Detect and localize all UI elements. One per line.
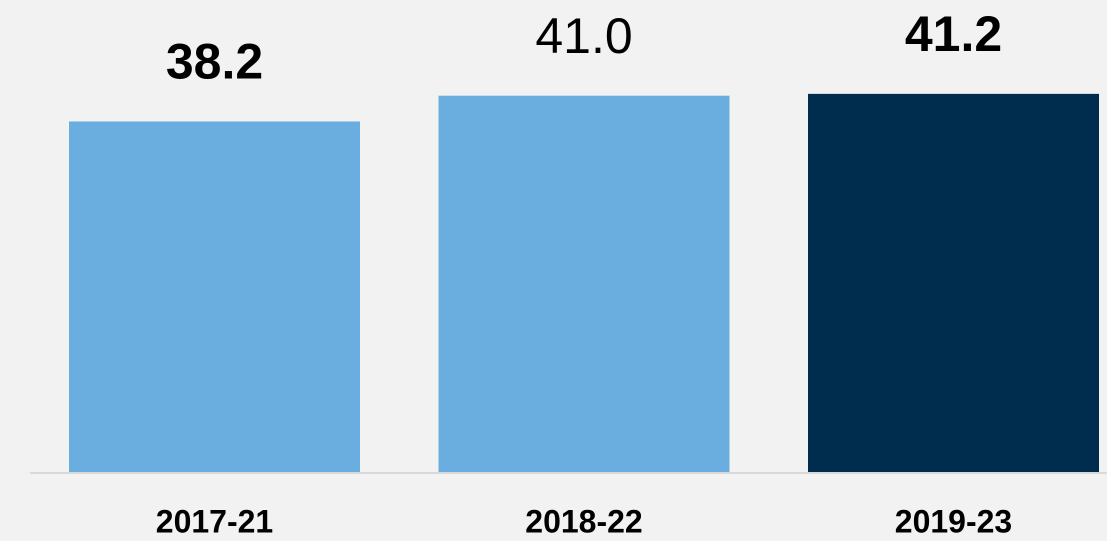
x-tick-label: 2018-22 — [525, 503, 642, 539]
value-label: 38.2 — [166, 34, 263, 90]
value-label: 41.2 — [905, 6, 1002, 62]
x-tick-label: 2017-21 — [156, 503, 273, 539]
value-label: 41.0 — [535, 8, 632, 64]
bar — [69, 121, 360, 473]
x-tick-label: 2019-23 — [895, 503, 1012, 539]
bar — [808, 93, 1099, 473]
bar — [438, 95, 730, 473]
